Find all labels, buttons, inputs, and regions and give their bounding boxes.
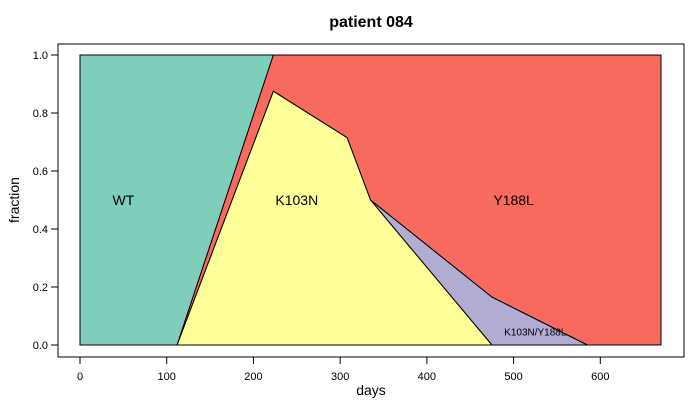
x-tick-label: 200 — [244, 371, 262, 383]
region-labels-layer: WT Y188L K103N/Y188L K103N — [113, 192, 567, 339]
y-tick-label: 1.0 — [33, 50, 48, 62]
x-tick-label: 400 — [418, 371, 436, 383]
x-tick-label: 300 — [331, 371, 349, 383]
x-tick-label: 100 — [158, 371, 176, 383]
region-label-k103n: K103N — [275, 192, 318, 208]
x-axis-label: days — [356, 382, 386, 398]
x-tick-label: 500 — [504, 371, 522, 383]
regions-layer — [79, 54, 662, 346]
y-axis: 0.0 0.2 0.4 0.6 0.8 1.0 — [33, 50, 59, 352]
y-tick-label: 0.6 — [33, 166, 48, 178]
x-tick-label: 0 — [77, 371, 83, 383]
y-axis-label: fraction — [6, 177, 22, 223]
x-axis: 0 100 200 300 400 500 600 — [77, 356, 609, 383]
x-tick-label: 600 — [591, 371, 609, 383]
region-label-y188l: Y188L — [493, 192, 534, 208]
y-tick-label: 0.8 — [33, 108, 48, 120]
region-label-wt: WT — [113, 192, 135, 208]
y-tick-label: 0.4 — [33, 224, 48, 236]
region-label-k103n-y188l: K103N/Y188L — [504, 328, 567, 339]
chart-title: patient 084 — [329, 14, 413, 31]
y-tick-label: 0.0 — [33, 340, 48, 352]
y-tick-label: 0.2 — [33, 282, 48, 294]
region-k103n — [176, 90, 493, 346]
